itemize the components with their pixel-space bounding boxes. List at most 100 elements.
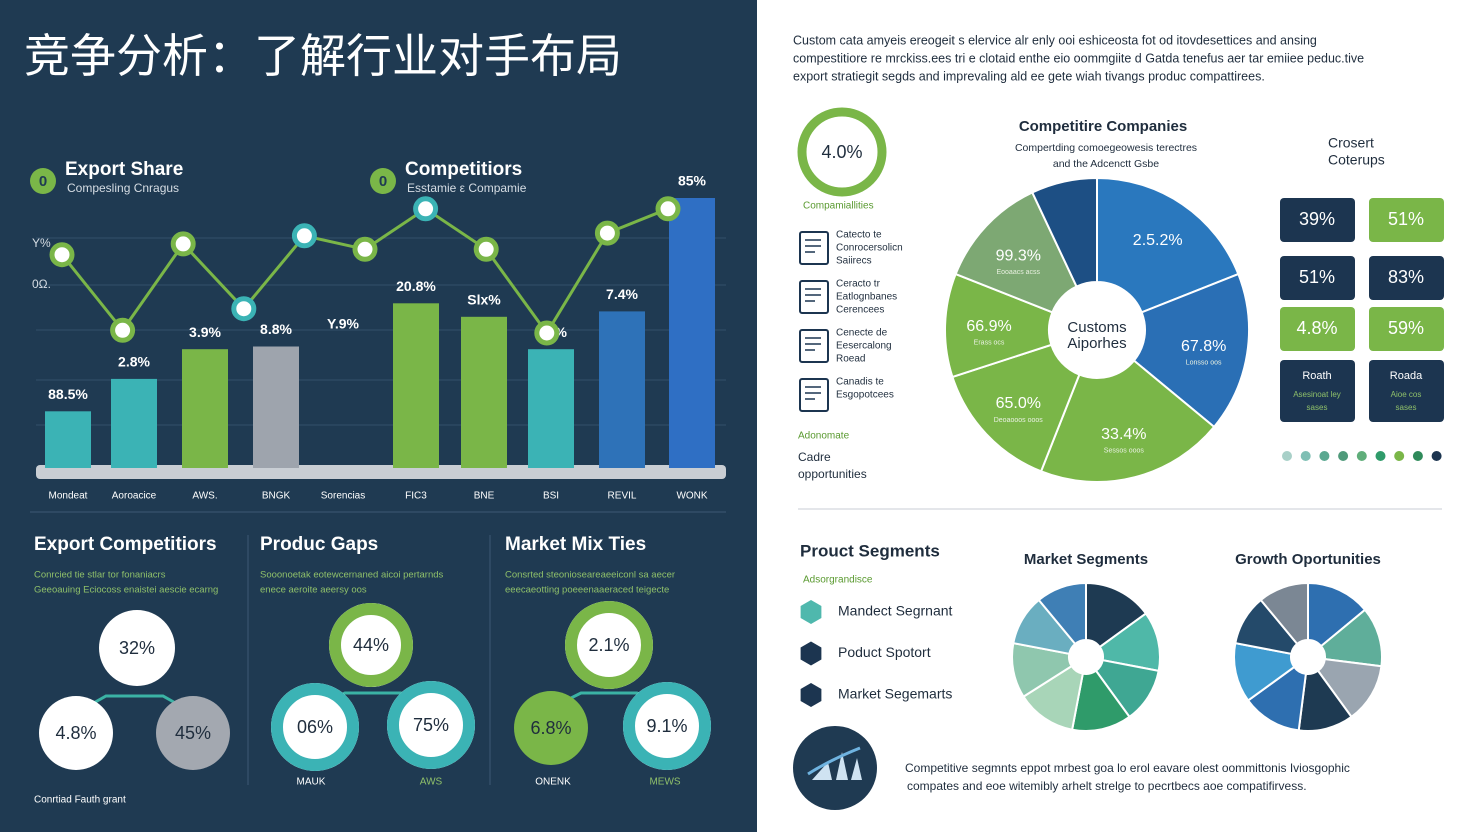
donut-sublabel: Eooaacs acss (996, 269, 1040, 276)
y-label: 0Ω. (32, 277, 51, 291)
tile (1369, 198, 1444, 242)
donut-center: Aiporhes (1067, 335, 1126, 352)
list-text: Conrocersolicn (836, 243, 903, 254)
stat-circle (156, 696, 230, 770)
dot (1319, 451, 1330, 461)
tile (1280, 256, 1355, 300)
x-tick-label: BNGK (262, 491, 291, 502)
bar (669, 198, 715, 468)
list-text: Canadis te (836, 377, 884, 388)
dot (1375, 451, 1386, 461)
segments-title: Prouct Segments (800, 541, 940, 560)
legend-title: Competitiors (405, 159, 522, 180)
tile-label: Roath (1302, 370, 1331, 382)
legend-subtitle: Esstamie ε Compamie (407, 181, 527, 195)
small-donut-slice (1037, 581, 1087, 646)
intro-text: compestitiore re mrckiss.ees tri e clota… (793, 51, 1364, 65)
stat-circle (514, 691, 588, 765)
stat-ring (329, 603, 413, 687)
list-text: Esgopotcees (836, 390, 894, 401)
dot (1412, 451, 1423, 461)
bar (599, 311, 645, 468)
tile-label: 4.8% (1296, 318, 1337, 338)
donut-sublabel: Erass ocs (974, 339, 1005, 346)
segments-note: Adsorgrandisce (803, 575, 873, 586)
dot (1300, 451, 1311, 461)
dot (1282, 451, 1292, 461)
panel-text: Consrted steonioseareaeeiconl sa aecer (505, 570, 675, 581)
intro-text: export stratiegit segds and imprevaling … (793, 69, 1265, 83)
bar (393, 303, 439, 468)
small-donut-slice (1307, 581, 1367, 648)
x-tick-label: Mondeat (49, 491, 88, 502)
page-title: 竞争分析：了解行业对手布局 (24, 30, 622, 82)
list-text: Saiirecs (836, 256, 872, 267)
bar-label: 88.5% (48, 386, 88, 402)
tile (1280, 198, 1355, 242)
stat-label: 6.8% (530, 718, 571, 738)
legend-subtitle: Compesling Cnragus (67, 181, 179, 195)
panel-text: Sooonoetak eotewcernaned aicoi pertarnds (260, 570, 444, 581)
bar-label: 2.8% (118, 354, 150, 370)
list-note: Adonomate (798, 431, 850, 442)
legend-swatch (800, 683, 822, 707)
tile-label: 59% (1388, 318, 1424, 338)
legend-label: Poduct Spotort (838, 644, 931, 660)
line-marker (413, 196, 439, 222)
list-icon (799, 280, 829, 314)
stat-label: 4.8% (55, 723, 96, 743)
line-marker (110, 317, 136, 343)
stat-circle (565, 601, 653, 689)
legend-swatch (800, 600, 822, 624)
panel-text: Geeoauing Eciocoss enaistei aescie ecarn… (34, 585, 218, 596)
line-marker (231, 296, 257, 322)
dot (1356, 451, 1367, 461)
legend-swatch (800, 641, 822, 666)
legend-label: Market Segemarts (838, 686, 952, 702)
intro-text: Custom cata amyeis ereogeit s elervice a… (793, 33, 1317, 47)
donut-hole (1049, 282, 1145, 378)
legend-title: Export Share (65, 159, 183, 180)
tiles-title: Crosert (1328, 135, 1374, 151)
stat-circle (329, 603, 413, 687)
stat-ring (565, 601, 653, 689)
stat-label: 45% (175, 723, 211, 743)
tile-label: 39% (1299, 209, 1335, 229)
tile-label: 51% (1299, 267, 1335, 287)
bar-label: Y.9% (327, 316, 359, 332)
bar-label: 20.8% (396, 278, 436, 294)
tile (1280, 307, 1355, 351)
panel-title: Produc Gaps (260, 534, 378, 555)
tile-sub: Aioe cos (1391, 390, 1422, 399)
list-icon-lines (805, 386, 821, 400)
list-icon-lines (805, 337, 821, 351)
panel-text: Conrcied tie stlar tor fonaniacrs (34, 570, 166, 581)
bar-label: 8.8% (260, 321, 292, 337)
panel-text: eeecaeotting poeeenaaeraced teigecte (505, 585, 669, 596)
small-donut-title: Growth Oportunities (1235, 551, 1381, 568)
tiles-title: Coterups (1328, 152, 1385, 168)
chart-base (36, 465, 726, 479)
donut-subtitle: and the Adcenctt Gsbe (1053, 158, 1159, 170)
list-text: Cerencees (836, 305, 884, 316)
legend-badge-text: 0 (39, 173, 47, 190)
stat-caption: AWS (420, 777, 443, 788)
legend-badge-text: 0 (379, 173, 387, 190)
line-marker (352, 236, 378, 262)
x-tick-label: REVIL (608, 491, 637, 502)
bar (111, 378, 157, 468)
line-marker (49, 242, 75, 268)
footer-right: Competitive segmnts eppot mrbest goa lo … (905, 761, 1350, 775)
line-marker (534, 320, 560, 346)
bar-label: 85% (678, 173, 707, 189)
small-donut-slice (1259, 581, 1309, 646)
stat-label: 2.1% (588, 635, 629, 655)
stat-caption: MAUK (297, 777, 326, 788)
y-label: Y% (32, 236, 51, 250)
stat-ring (387, 681, 475, 769)
stat-label: 9.1% (646, 716, 687, 736)
line-marker (170, 231, 196, 257)
list-icon-lines (805, 288, 821, 302)
bar-label: Slx% (467, 292, 501, 308)
footer-right: compates and eoe witemibly arhelt strelg… (907, 779, 1307, 793)
